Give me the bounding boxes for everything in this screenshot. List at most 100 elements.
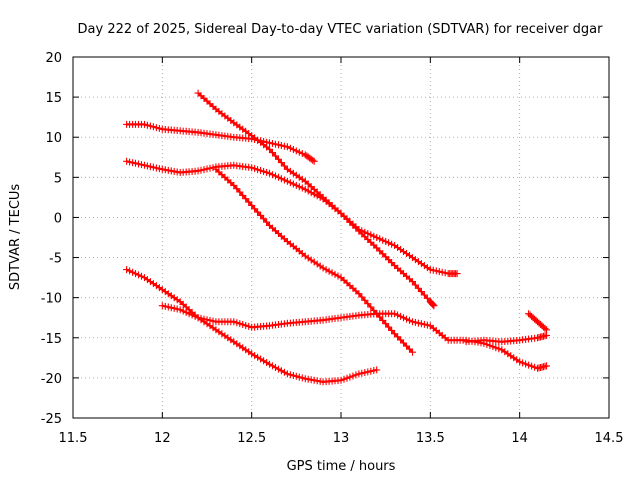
data-point — [525, 361, 533, 369]
data-point — [161, 166, 169, 174]
data-point — [251, 165, 259, 173]
data-point — [233, 319, 241, 327]
data-point — [406, 316, 413, 324]
data-point — [364, 368, 372, 376]
x-ticks: 11.5 12 12.5 13 13.5 14 14.5 — [59, 57, 624, 446]
data-point — [441, 269, 449, 277]
data-point — [310, 157, 318, 165]
data-point — [203, 165, 211, 173]
data-point — [230, 181, 238, 189]
data-point — [364, 230, 372, 237]
data-point — [397, 312, 405, 320]
data-point — [400, 314, 407, 322]
data-point — [453, 270, 461, 278]
x-tick-label: 14.5 — [595, 431, 624, 446]
y-tick-label: 10 — [45, 131, 62, 146]
data-point — [266, 139, 273, 147]
data-point — [251, 352, 259, 360]
data-point — [298, 374, 306, 382]
data-point — [403, 342, 410, 350]
series-track-6 — [158, 302, 550, 372]
data-point — [266, 360, 273, 368]
data-point — [129, 268, 137, 276]
data-point — [143, 162, 151, 170]
data-point — [143, 121, 151, 129]
data-point — [152, 124, 160, 132]
data-point — [141, 161, 148, 169]
data-point — [257, 211, 265, 219]
data-point — [313, 377, 321, 385]
series-trace — [197, 92, 458, 275]
data-point — [385, 239, 393, 247]
data-point — [394, 311, 402, 319]
y-tick-label: -10 — [41, 292, 62, 307]
data-point — [417, 320, 425, 328]
data-point — [286, 179, 294, 187]
data-point — [289, 180, 297, 188]
data-point — [260, 215, 268, 223]
data-point — [388, 326, 396, 334]
data-point — [197, 314, 205, 322]
data-point — [355, 290, 363, 298]
data-point — [406, 345, 413, 353]
data-point — [292, 372, 300, 380]
data-point — [349, 372, 357, 380]
data-point — [269, 149, 276, 157]
data-point — [200, 166, 208, 174]
data-point — [135, 271, 142, 279]
data-point — [420, 320, 428, 328]
data-point — [289, 372, 297, 379]
data-point — [373, 244, 381, 252]
data-point — [388, 240, 396, 248]
data-point — [430, 302, 438, 310]
y-axis-label: SDTVAR / TECUs — [8, 184, 23, 291]
y-tick-label: -20 — [41, 372, 62, 387]
data-point — [379, 316, 387, 324]
data-point — [149, 163, 157, 171]
data-point — [310, 190, 318, 198]
data-point — [194, 314, 202, 322]
y-tick-label: -5 — [49, 252, 62, 267]
data-point — [236, 188, 244, 196]
data-point — [309, 156, 317, 164]
data-point — [260, 357, 268, 365]
data-point — [132, 159, 139, 167]
data-point — [361, 296, 369, 304]
data-point — [414, 319, 422, 327]
data-point — [266, 169, 273, 177]
data-point — [167, 304, 175, 312]
y-tick-label: 0 — [54, 211, 62, 226]
data-point — [438, 268, 446, 276]
data-point — [126, 267, 134, 275]
data-point — [334, 272, 342, 280]
data-point — [325, 267, 333, 275]
data-point — [391, 310, 399, 318]
x-tick-label: 12 — [154, 431, 171, 446]
data-point — [295, 148, 303, 156]
data-point — [245, 322, 253, 330]
data-point — [295, 373, 303, 381]
data-point — [352, 371, 360, 379]
data-point — [426, 266, 434, 274]
data-point — [301, 185, 309, 193]
data-point — [367, 367, 375, 375]
data-point — [367, 231, 375, 239]
chart-title: Day 222 of 2025, Sidereal Day-to-day VTE… — [78, 22, 604, 37]
data-point — [417, 288, 425, 296]
data-point — [272, 140, 279, 148]
data-point — [209, 317, 217, 325]
series-trace — [126, 123, 315, 163]
data-point — [239, 321, 247, 328]
data-point — [289, 146, 297, 153]
data-point — [373, 366, 381, 374]
data-point — [388, 259, 396, 267]
data-point — [522, 360, 530, 368]
data-point — [337, 209, 345, 217]
data-point — [409, 348, 416, 356]
data-point — [242, 195, 250, 203]
data-point — [307, 189, 315, 197]
x-axis-label: GPS time / hours — [287, 459, 396, 474]
y-tick-label: 20 — [45, 51, 62, 66]
data-point — [275, 155, 282, 163]
data-point — [161, 302, 169, 310]
